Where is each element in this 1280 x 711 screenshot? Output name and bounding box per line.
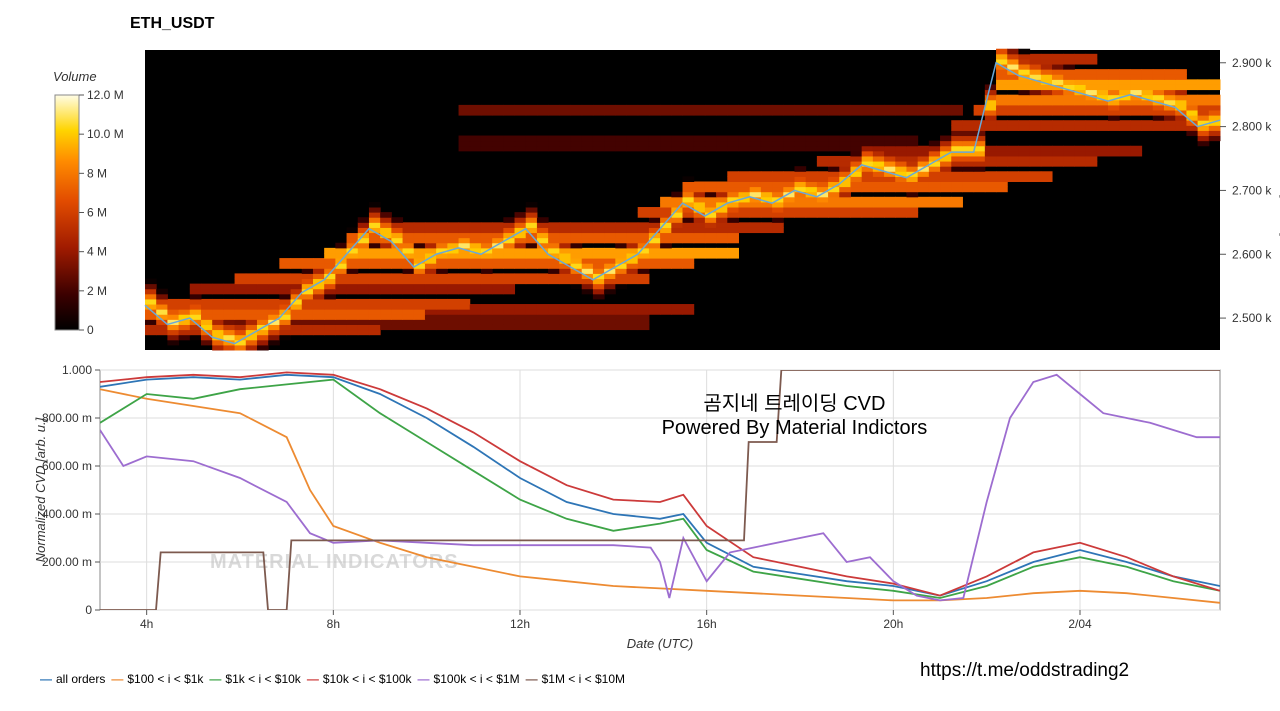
svg-text:2 M: 2 M bbox=[87, 284, 107, 298]
svg-text:20h: 20h bbox=[883, 617, 903, 631]
svg-text:6 M: 6 M bbox=[87, 206, 107, 220]
legend-item: — $10k < i < $100k bbox=[307, 672, 412, 686]
legend-item: — all orders bbox=[40, 672, 105, 686]
svg-text:4 M: 4 M bbox=[87, 245, 107, 259]
legend-label: all orders bbox=[56, 672, 105, 686]
legend-label: $100k < i < $1M bbox=[434, 672, 520, 686]
legend-swatch: — bbox=[418, 672, 430, 686]
svg-text:800.00 m: 800.00 m bbox=[42, 411, 92, 425]
source-link[interactable]: https://t.me/oddstrading2 bbox=[920, 660, 1129, 682]
legend-swatch: — bbox=[526, 672, 538, 686]
chart-svg: 2.500 k2.600 k2.700 k2.800 k2.900 kPrice… bbox=[20, 10, 1280, 706]
svg-text:곰지네 트레이딩 CVD: 곰지네 트레이딩 CVD bbox=[703, 392, 885, 415]
svg-text:12.0 M: 12.0 M bbox=[87, 88, 124, 102]
svg-text:Date (UTC): Date (UTC) bbox=[627, 636, 693, 651]
legend: — all orders— $100 < i < $1k— $1k < i < … bbox=[40, 672, 625, 686]
svg-text:Powered By Material Indictors: Powered By Material Indictors bbox=[662, 417, 928, 439]
svg-text:400.00 m: 400.00 m bbox=[42, 507, 92, 521]
svg-text:Normalized CVD [arb. u.]: Normalized CVD [arb. u.] bbox=[33, 417, 48, 562]
legend-item: — $100 < i < $1k bbox=[111, 672, 203, 686]
legend-label: $100 < i < $1k bbox=[127, 672, 203, 686]
legend-item: — $1k < i < $10k bbox=[209, 672, 300, 686]
svg-text:2.600 k: 2.600 k bbox=[1232, 247, 1272, 261]
svg-text:0: 0 bbox=[85, 603, 92, 617]
legend-swatch: — bbox=[307, 672, 319, 686]
svg-text:2/04: 2/04 bbox=[1068, 617, 1092, 631]
svg-text:200.00 m: 200.00 m bbox=[42, 555, 92, 569]
svg-text:4h: 4h bbox=[140, 617, 153, 631]
legend-label: $1k < i < $10k bbox=[225, 672, 300, 686]
svg-text:0: 0 bbox=[87, 323, 94, 337]
chart-container: ETH_USDT 2.500 k 2.600 k 2.700 k 2.800 k 2.9… bbox=[0, 0, 1280, 696]
legend-swatch: — bbox=[111, 672, 123, 686]
svg-text:2.500 k: 2.500 k bbox=[1232, 311, 1272, 325]
svg-text:2.900 k: 2.900 k bbox=[1232, 56, 1272, 70]
svg-text:1.000: 1.000 bbox=[62, 363, 92, 377]
legend-swatch: — bbox=[209, 672, 221, 686]
legend-swatch: — bbox=[40, 672, 52, 686]
svg-text:MATERIAL INDICATORS: MATERIAL INDICATORS bbox=[210, 551, 459, 573]
legend-item: — $1M < i < $10M bbox=[526, 672, 625, 686]
svg-text:12h: 12h bbox=[510, 617, 530, 631]
svg-text:10.0 M: 10.0 M bbox=[87, 127, 124, 141]
svg-text:16h: 16h bbox=[697, 617, 717, 631]
chart-title: ETH_USDT bbox=[130, 15, 214, 33]
legend-label: $1M < i < $10M bbox=[542, 672, 625, 686]
svg-text:8h: 8h bbox=[327, 617, 340, 631]
legend-label: $10k < i < $100k bbox=[323, 672, 412, 686]
svg-text:600.00 m: 600.00 m bbox=[42, 459, 92, 473]
svg-text:8 M: 8 M bbox=[87, 166, 107, 180]
legend-item: — $100k < i < $1M bbox=[418, 672, 520, 686]
svg-text:2.800 k: 2.800 k bbox=[1232, 120, 1272, 134]
svg-text:Volume: Volume bbox=[53, 69, 97, 84]
svg-text:2.700 k: 2.700 k bbox=[1232, 183, 1272, 197]
